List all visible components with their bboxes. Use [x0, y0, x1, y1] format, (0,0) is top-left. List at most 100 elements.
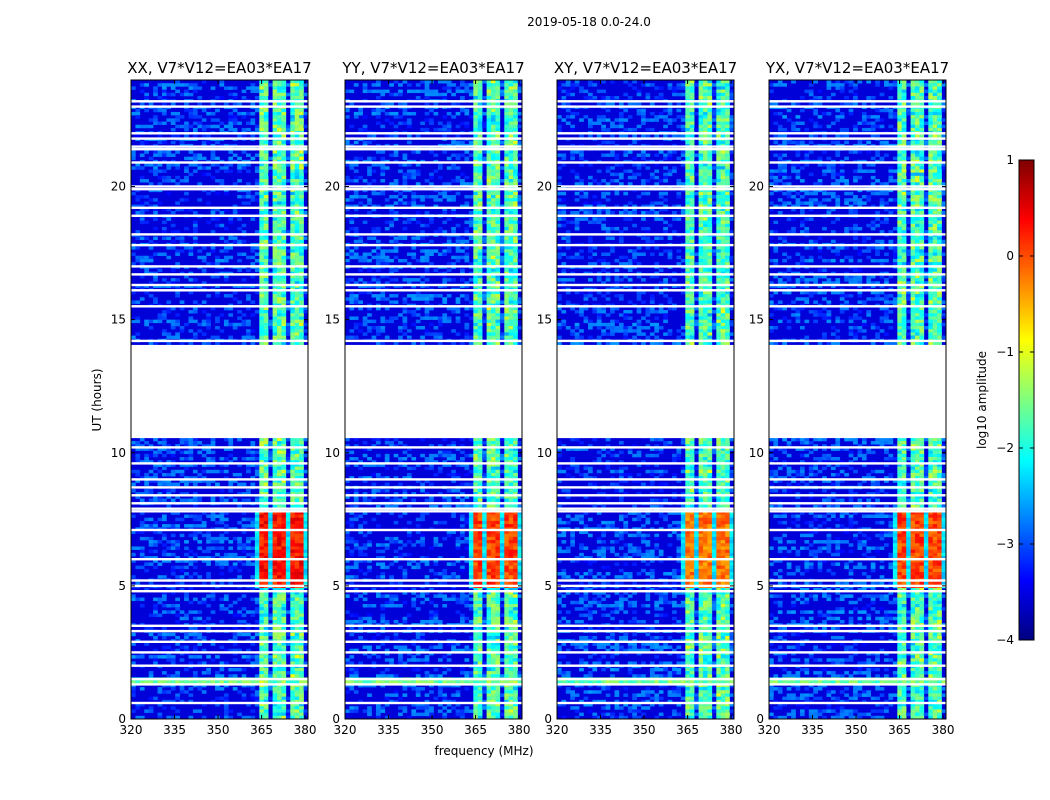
heatmap-cell [303, 533, 309, 538]
heatmap-cell [259, 306, 265, 311]
heatmap-cell [201, 511, 207, 515]
heatmap-cell [250, 118, 256, 122]
heatmap-cell [398, 201, 403, 205]
heatmap-cell [246, 86, 251, 90]
heatmap-cell [246, 492, 251, 496]
heatmap-cell [468, 211, 474, 215]
heatmap-cell [433, 153, 439, 157]
heatmap-cell [157, 150, 163, 154]
heatmap-cell [161, 316, 167, 320]
heatmap-cell [411, 169, 417, 173]
heatmap-cell [223, 562, 229, 566]
heatmap-cell [299, 607, 304, 611]
heatmap-cell [290, 536, 296, 541]
heatmap-cell [285, 255, 291, 260]
heatmap-cell [277, 610, 282, 614]
heatmap-cell [277, 616, 282, 621]
heatmap-cell [161, 220, 167, 225]
heatmap-cell [477, 204, 483, 209]
heatmap-cell [259, 645, 265, 649]
heatmap-cell [268, 626, 273, 630]
heatmap-cell [206, 482, 211, 487]
heatmap-cell [277, 306, 282, 311]
heatmap-cell [277, 482, 282, 487]
heatmap-cell [223, 683, 229, 688]
heatmap-cell [210, 546, 216, 550]
heatmap-cell [184, 572, 189, 576]
heatmap-cell [254, 182, 260, 186]
heatmap-cell [254, 581, 260, 586]
heatmap-cell [254, 562, 260, 566]
heatmap-cell [259, 281, 265, 285]
heatmap-cell [281, 549, 287, 554]
heatmap-cell [153, 479, 158, 483]
heatmap-cell [153, 150, 158, 154]
heatmap-cell [144, 524, 149, 528]
heatmap-cell [250, 441, 256, 445]
heatmap-cell [259, 687, 265, 691]
heatmap-cell [259, 115, 265, 119]
heatmap-cell [272, 329, 278, 333]
heatmap-cell [241, 252, 247, 257]
heatmap-cell [285, 549, 291, 554]
heatmap-cell [175, 671, 180, 675]
heatmap-cell [299, 290, 304, 295]
heatmap-cell [188, 156, 194, 161]
heatmap-cell [246, 450, 251, 455]
heatmap-cell [170, 699, 176, 704]
heatmap-cell [495, 111, 501, 116]
heatmap-cell [491, 198, 496, 202]
heatmap-cell [277, 153, 282, 157]
heatmap-cell [210, 335, 216, 340]
heatmap-cell [254, 95, 260, 100]
heatmap-cell [206, 447, 211, 451]
heatmap-cell [393, 153, 399, 157]
heatmap-cell [285, 482, 291, 487]
heatmap-cell [442, 207, 448, 212]
heatmap-cell [473, 111, 479, 116]
heatmap-cell [197, 156, 203, 161]
heatmap-cell [486, 121, 492, 126]
heatmap-cell [161, 463, 167, 467]
heatmap-cell [153, 437, 158, 442]
heatmap-cell [508, 211, 514, 215]
heatmap-cell [259, 220, 265, 225]
heatmap-cell [402, 111, 408, 116]
heatmap-cell [144, 124, 149, 129]
heatmap-cell [263, 156, 269, 161]
heatmap-cell [161, 533, 167, 538]
heatmap-cell [294, 613, 300, 618]
heatmap-cell [201, 671, 207, 675]
heatmap-cell [157, 108, 163, 113]
heatmap-cell [464, 156, 470, 161]
heatmap-cell [272, 121, 278, 126]
heatmap-cell [277, 635, 282, 640]
heatmap-cell [294, 102, 300, 106]
heatmap-cell [246, 169, 251, 173]
heatmap-cell [371, 236, 377, 241]
heatmap-cell [153, 603, 158, 608]
heatmap-cell [281, 444, 287, 448]
heatmap-cell [294, 635, 300, 640]
heatmap-cell [215, 118, 220, 122]
heatmap-cell [223, 607, 229, 611]
heatmap-cell [442, 124, 448, 129]
heatmap-cell [179, 326, 185, 330]
heatmap-cell [272, 230, 278, 234]
heatmap-cell [201, 300, 207, 304]
heatmap-cell [290, 683, 296, 688]
heatmap-cell [281, 540, 287, 544]
heatmap-cell [237, 667, 242, 672]
heatmap-cell [161, 236, 167, 241]
heatmap-cell [294, 600, 300, 605]
heatmap-cell [263, 326, 269, 330]
heatmap-cell [281, 230, 287, 234]
heatmap-cell [281, 236, 287, 241]
heatmap-cell [272, 207, 278, 212]
heatmap-cell [513, 211, 518, 215]
heatmap-cell [192, 220, 198, 225]
heatmap-cell [161, 594, 167, 598]
heatmap-cell [215, 671, 220, 675]
heatmap-cell [455, 236, 461, 241]
heatmap-cell [272, 712, 278, 717]
